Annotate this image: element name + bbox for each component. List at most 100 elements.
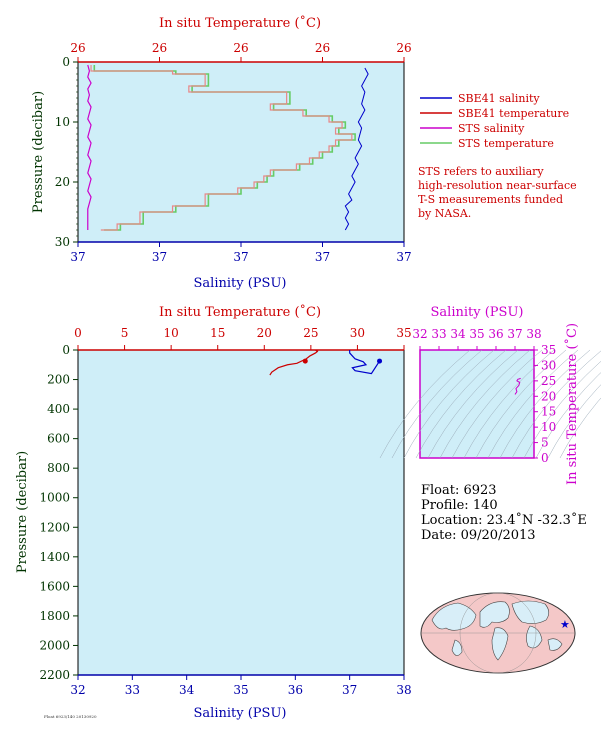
near-surface-bottom-tick-label: 37	[396, 250, 411, 264]
full-depth-top-tick-label: 15	[210, 326, 225, 340]
ts-density-contour	[487, 349, 579, 459]
full-depth-bottom-axis-label: Salinity (PSU)	[194, 706, 287, 721]
full-depth-left-tick-label: 600	[47, 432, 70, 446]
ts-density-contour	[523, 360, 601, 459]
near-surface-top-tick-label: 26	[233, 41, 248, 55]
note-line-1: STS refers to auxiliary	[418, 165, 544, 178]
ts-top-tick-label: 32	[412, 327, 427, 341]
full-depth-plot-area	[77, 349, 405, 676]
full-depth-left-tick-label: 800	[47, 461, 70, 475]
ts-right-tick-label: 35	[541, 343, 556, 357]
full-depth-top-tick-label: 35	[396, 326, 411, 340]
full-depth-top-tick-label: 25	[303, 326, 318, 340]
ts-density-contour	[427, 349, 519, 459]
full-depth-bottom-tick-label: 34	[179, 683, 195, 697]
full-depth-left-tick-label: 0	[62, 343, 70, 357]
sbe41-salinity-line	[344, 67, 369, 231]
map-land	[431, 600, 563, 661]
ts-right-tick-label: 30	[541, 358, 556, 372]
full-depth-left-axis-label: Pressure (decibar)	[15, 451, 30, 573]
full-depth-salinity-line	[349, 350, 381, 375]
ts-right-tick-label: 10	[541, 420, 556, 434]
ts-density-contour	[559, 397, 601, 459]
ts-density-contour	[547, 384, 601, 459]
near-surface-chart: 26 26 26 26 26 37 37 37 37 37 0 10 20 30 In situ Temp…	[31, 15, 577, 291]
near-surface-left-tick-label: 0	[62, 55, 70, 69]
ts-right-tick-label: 0	[541, 451, 549, 465]
full-depth-top-axis-label: In situ Temperature (˚C)	[159, 304, 321, 320]
ts-density-contour	[535, 372, 601, 459]
full-depth-bottom-tick-label: 38	[396, 683, 411, 697]
full-depth-left-tick-label: 1400	[39, 550, 70, 564]
near-surface-plot-area	[77, 61, 405, 243]
full-depth-bottom-tick-label: 32	[70, 683, 85, 697]
full-depth-left-tick-label: 1000	[39, 491, 70, 505]
note-line-4: by NASA.	[418, 207, 471, 220]
full-depth-left-tick-label: 1600	[39, 579, 70, 593]
sbe41-temperature-line	[90, 65, 353, 231]
ts-top-tick-label: 35	[469, 327, 484, 341]
full-depth-top-tick-label: 20	[257, 326, 272, 340]
full-depth-left-tick-label: 2200	[39, 668, 70, 682]
full-depth-top-tick-label: 10	[164, 326, 179, 340]
ts-top-axis-label: Salinity (PSU)	[431, 305, 524, 320]
ts-top-tick-label: 38	[526, 327, 541, 341]
near-surface-left-tick-label: 20	[55, 175, 70, 189]
temperature-end-marker	[302, 358, 308, 364]
ts-density-contour	[475, 349, 567, 459]
float-location-marker: ★	[560, 618, 570, 631]
legend-label-sts-salinity: STS salinity	[458, 122, 525, 135]
near-surface-left-tick-label: 30	[55, 235, 70, 249]
footer-label: Float 6923/140 20130920	[44, 714, 97, 719]
legend-label-sbe41-temperature: SBE41 temperature	[458, 107, 569, 120]
location: Location: 23.4˚N -32.3˚E	[421, 512, 587, 528]
ts-density-contour	[403, 349, 495, 459]
full-depth-top-tick-label: 5	[121, 326, 129, 340]
ts-density-contour	[379, 349, 471, 459]
full-depth-left-tick-label: 1200	[39, 520, 70, 534]
full-depth-top-tick-label: 0	[74, 326, 82, 340]
near-surface-bottom-axis-label: Salinity (PSU)	[194, 276, 287, 291]
map-graticule	[421, 592, 575, 674]
near-surface-left-axis-label: Pressure (decibar)	[31, 91, 46, 213]
ts-profile-line	[514, 377, 521, 395]
near-surface-top-tick-label: 26	[315, 41, 330, 55]
sts-salinity-line	[87, 64, 92, 230]
ts-density-contour	[391, 349, 483, 459]
ts-density-contour	[439, 349, 531, 459]
ts-density-contour	[463, 349, 555, 459]
float-id: Float: 6923	[421, 483, 497, 498]
near-surface-left-tick-label: 10	[55, 115, 70, 129]
profile-number: Profile: 140	[421, 498, 498, 513]
full-depth-left-tick-label: 1800	[39, 609, 70, 623]
ts-right-tick-label: 5	[541, 436, 549, 450]
full-depth-left-tick-label: 400	[47, 402, 70, 416]
full-depth-chart: 0 5 10 15 20 25 30 35 32 33 34 35 36 37 38 0 200 400 600 80…	[15, 304, 412, 721]
ts-plot-area	[419, 349, 535, 459]
ts-density-contour	[499, 349, 591, 459]
legend-label-sbe41-salinity: SBE41 salinity	[458, 92, 540, 105]
full-depth-bottom-tick-label: 36	[288, 683, 303, 697]
ts-right-axis-label: In situ Temperature (˚C)	[564, 323, 580, 485]
ts-top-tick-label: 37	[507, 327, 522, 341]
profile-date: Date: 09/20/2013	[421, 528, 536, 543]
full-depth-left-tick-label: 2000	[39, 638, 70, 652]
full-depth-bottom-tick-label: 35	[233, 683, 248, 697]
full-depth-left-tick-label: 200	[47, 373, 70, 387]
near-surface-top-tick-label: 26	[152, 41, 167, 55]
ts-density-contour	[511, 350, 601, 459]
ts-density-contour	[415, 349, 507, 459]
legend: SBE41 salinity SBE41 temperature STS sal…	[420, 92, 569, 150]
float-info: Float: 6923 Profile: 140 Location: 23.4˚…	[421, 483, 587, 543]
near-surface-bottom-tick-label: 37	[152, 250, 167, 264]
ts-top-tick-label: 36	[488, 327, 503, 341]
near-surface-top-tick-label: 26	[70, 41, 85, 55]
ts-top-tick-label: 33	[431, 327, 446, 341]
near-surface-top-axis-label: In situ Temperature (˚C)	[159, 15, 321, 31]
ts-right-tick-label: 25	[541, 374, 556, 388]
note-line-2: high-resolution near-surface	[418, 179, 577, 192]
salinity-end-marker	[377, 358, 383, 364]
full-depth-bottom-tick-label: 37	[342, 683, 357, 697]
